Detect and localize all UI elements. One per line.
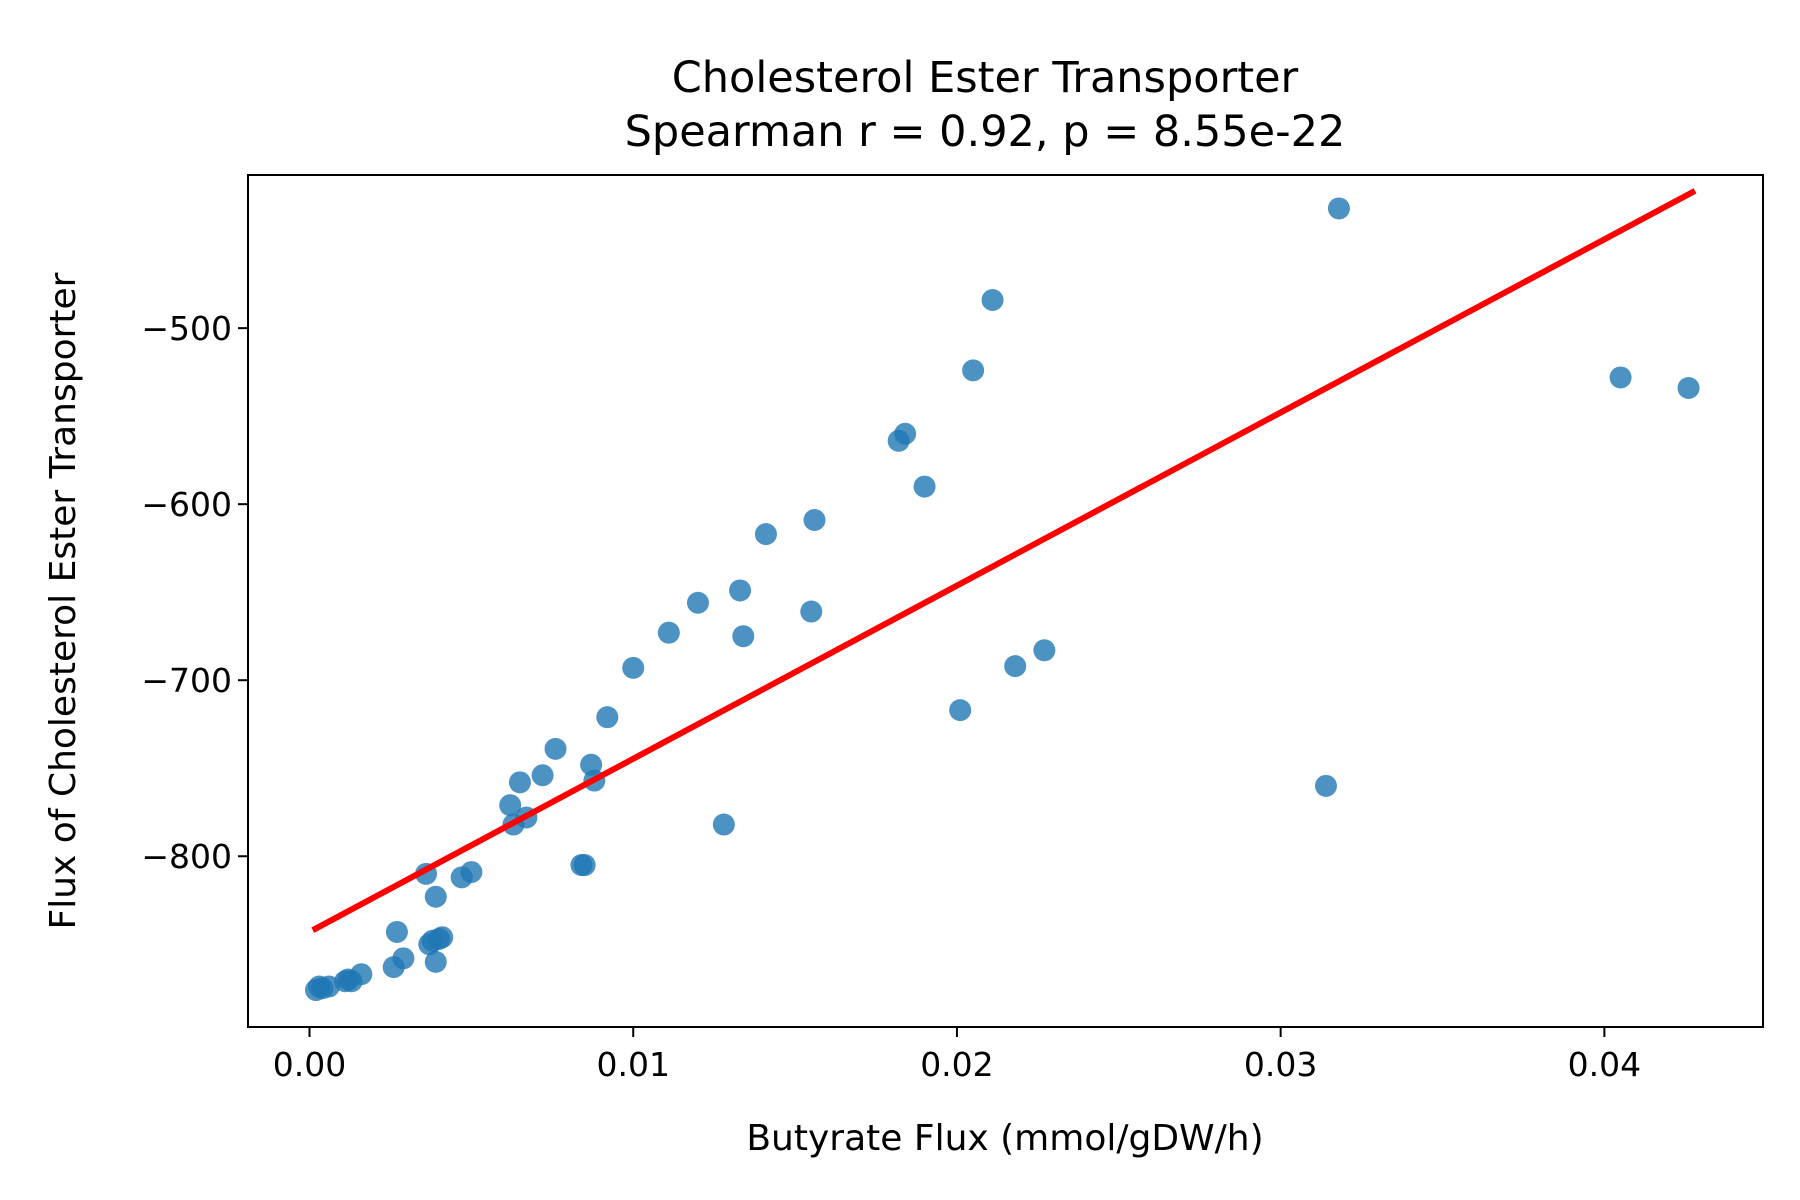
regression-line-group xyxy=(311,188,1697,933)
data-point xyxy=(800,600,823,623)
chart-subtitle: Spearman r = 0.92, p = 8.55e-22 xyxy=(625,107,1346,157)
data-point xyxy=(596,706,619,729)
data-point xyxy=(913,475,936,498)
chart-title: Cholesterol Ester Transporter xyxy=(672,53,1299,103)
data-point xyxy=(392,947,415,970)
x-tick-label: 0.03 xyxy=(1244,1045,1317,1084)
x-tick-label: 0.00 xyxy=(273,1045,346,1084)
y-tick-label: −600 xyxy=(141,485,232,524)
data-point xyxy=(686,591,709,614)
data-point xyxy=(803,509,826,532)
data-point xyxy=(894,422,917,445)
data-point xyxy=(732,625,755,648)
y-axis-label: Flux of Cholesterol Ester Transporter xyxy=(43,272,84,929)
x-tick-label: 0.01 xyxy=(596,1045,669,1084)
data-point xyxy=(657,621,680,644)
y-tick-label: −700 xyxy=(141,661,232,700)
data-point xyxy=(949,699,972,722)
data-point xyxy=(531,764,554,787)
x-axis: 0.00 0.01 0.02 0.03 0.04 xyxy=(273,1027,1641,1084)
data-point xyxy=(431,926,454,949)
data-point xyxy=(1609,366,1632,389)
y-tick-label: −500 xyxy=(141,309,232,348)
data-point xyxy=(712,813,735,836)
data-point xyxy=(1033,639,1056,662)
y-tick-label: −800 xyxy=(141,837,232,876)
data-point xyxy=(499,794,522,817)
data-point xyxy=(1327,197,1350,220)
x-axis-label: Butyrate Flux (mmol/gDW/h) xyxy=(746,1118,1263,1159)
data-point xyxy=(981,288,1004,311)
data-point xyxy=(544,737,567,760)
data-point xyxy=(424,950,447,973)
x-tick-label: 0.04 xyxy=(1568,1045,1641,1084)
data-point xyxy=(508,771,531,794)
data-point xyxy=(1004,655,1027,678)
data-point xyxy=(729,579,752,602)
data-point xyxy=(385,920,408,943)
data-point xyxy=(350,963,373,986)
data-point xyxy=(962,359,985,382)
data-point xyxy=(754,523,777,546)
data-points xyxy=(304,197,1700,1002)
data-point xyxy=(573,854,596,877)
x-tick-label: 0.02 xyxy=(920,1045,993,1084)
plot-frame xyxy=(247,174,1764,1028)
regression-line xyxy=(311,188,1697,933)
data-point xyxy=(1314,774,1337,797)
data-point xyxy=(622,656,645,679)
y-axis: −800 −700 −600 −500 xyxy=(141,309,248,876)
data-point xyxy=(424,885,447,908)
data-point xyxy=(460,861,483,884)
data-point xyxy=(1677,377,1700,399)
